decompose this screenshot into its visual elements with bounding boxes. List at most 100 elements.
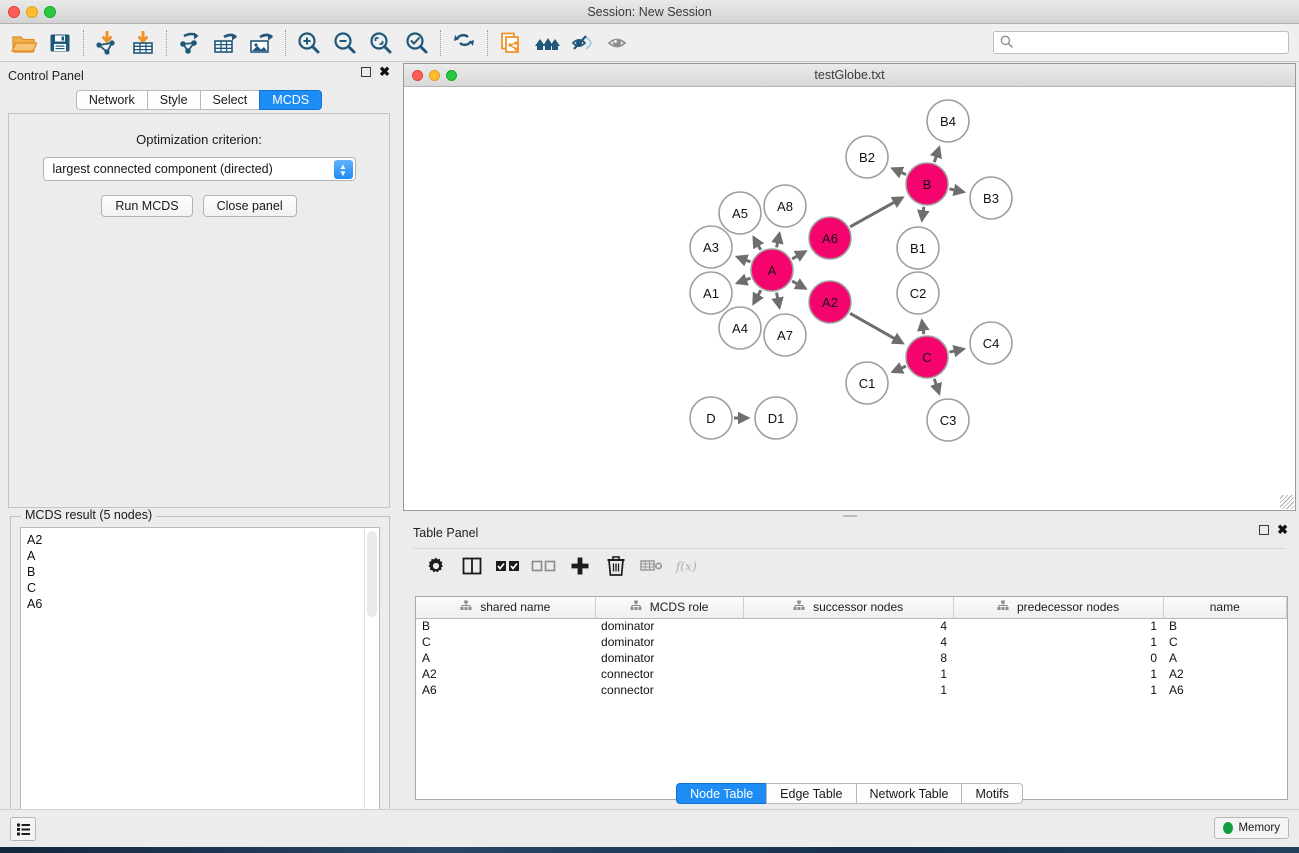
network-minimize-button[interactable] — [429, 70, 440, 81]
gear-icon[interactable] — [423, 553, 449, 579]
zoom-window-button[interactable] — [44, 6, 56, 18]
table-cell-name[interactable]: C — [1169, 635, 1178, 649]
optimization-criterion-select[interactable]: largest connected component (directed) ▲… — [42, 157, 356, 181]
table-cell-shared-name[interactable]: A — [422, 651, 431, 665]
graph-node-B4[interactable]: B4 — [926, 99, 970, 143]
graph-edge[interactable] — [734, 273, 752, 286]
select-all-columns-icon[interactable] — [495, 553, 521, 579]
graph-edge[interactable] — [734, 254, 752, 267]
run-mcds-button[interactable]: Run MCDS — [101, 195, 193, 217]
node-circle[interactable] — [808, 280, 852, 324]
add-column-icon[interactable] — [567, 553, 593, 579]
export-table-icon[interactable] — [208, 26, 244, 60]
graph-edge[interactable] — [917, 318, 930, 335]
minimize-window-button[interactable] — [26, 6, 38, 18]
new-network-icon[interactable] — [493, 26, 529, 60]
search-box[interactable] — [993, 31, 1289, 54]
table-cell-mcds-role[interactable]: connector — [601, 683, 654, 697]
float-icon[interactable] — [1259, 525, 1270, 535]
table-cell-successor-nodes[interactable]: 8 — [940, 651, 948, 665]
tab-mcds[interactable]: MCDS — [259, 90, 323, 110]
table-cell-name[interactable]: A2 — [1169, 667, 1184, 681]
resize-grip[interactable] — [1280, 495, 1294, 509]
network-graph[interactable]: B4 B2 B B3 A5 A8 A6 B1 A3 A C2 A1 A2 A4 A7 C4 C C1 C3 D D1 — [404, 87, 1295, 510]
graph-node-C4[interactable]: C4 — [969, 321, 1013, 365]
graph-edge[interactable] — [929, 145, 942, 163]
node-circle[interactable] — [718, 191, 762, 235]
node-circle[interactable] — [845, 135, 889, 179]
import-table-icon[interactable] — [125, 26, 161, 60]
table-cell-successor-nodes[interactable]: 1 — [940, 683, 948, 697]
node-circle[interactable] — [969, 321, 1013, 365]
graph-node-C1[interactable]: C1 — [845, 361, 889, 405]
node-circle[interactable] — [905, 335, 949, 379]
node-circle[interactable] — [763, 184, 807, 228]
table-row[interactable]: A6 connector 1 1 A6 — [416, 682, 1287, 698]
save-icon[interactable] — [42, 26, 78, 60]
graph-edge[interactable] — [949, 344, 967, 358]
table-cell-mcds-role[interactable]: connector — [601, 667, 654, 681]
graph-node-A7[interactable]: A7 — [763, 313, 807, 357]
table-import-icon[interactable] — [639, 553, 665, 579]
graph-node-A8[interactable]: A8 — [763, 184, 807, 228]
node-circle[interactable] — [896, 271, 940, 315]
node-circle[interactable] — [808, 216, 852, 260]
home-icon[interactable] — [529, 26, 565, 60]
graph-edge[interactable] — [752, 235, 765, 251]
graph-edge[interactable] — [917, 206, 930, 223]
split-columns-icon[interactable] — [459, 553, 485, 579]
graph-node-A4[interactable]: A4 — [718, 306, 762, 350]
graph-edge[interactable] — [849, 196, 905, 229]
node-circle[interactable] — [845, 361, 889, 405]
table-cell-shared-name[interactable]: A6 — [422, 683, 437, 697]
column-header-shared-name[interactable]: shared name — [416, 597, 596, 619]
float-icon[interactable] — [361, 67, 372, 77]
node-circle[interactable] — [926, 99, 970, 143]
node-circle[interactable] — [689, 225, 733, 269]
graph-node-B2[interactable]: B2 — [845, 135, 889, 179]
table-cell-successor-nodes[interactable]: 4 — [940, 635, 948, 649]
column-header-successor-nodes[interactable]: successor nodes — [743, 597, 954, 619]
mcds-result-list[interactable]: A2 A B C A6 — [20, 527, 380, 852]
node-circle[interactable] — [689, 271, 733, 315]
graph-node-A6[interactable]: A6 — [808, 216, 852, 260]
node-circle[interactable] — [896, 226, 940, 270]
zoom-out-icon[interactable] — [327, 26, 363, 60]
search-input[interactable] — [1017, 34, 1282, 51]
node-circle[interactable] — [926, 398, 970, 442]
tab-node-table[interactable]: Node Table — [676, 783, 767, 804]
table-cell-predecessor-nodes[interactable]: 1 — [1150, 635, 1157, 649]
graph-node-A1[interactable]: A1 — [689, 271, 733, 315]
table-cell-mcds-role[interactable]: dominator — [601, 635, 655, 649]
table-cell-predecessor-nodes[interactable]: 1 — [1150, 683, 1157, 697]
show-all-icon[interactable] — [601, 26, 637, 60]
graph-node-C2[interactable]: C2 — [896, 271, 940, 315]
graph-edge[interactable] — [949, 183, 967, 197]
graph-edge[interactable] — [890, 362, 907, 374]
tab-motifs[interactable]: Motifs — [961, 783, 1023, 804]
refresh-icon[interactable] — [446, 26, 482, 60]
graph-edge[interactable] — [771, 292, 784, 311]
table-cell-mcds-role[interactable]: dominator — [601, 619, 655, 634]
graph-edge[interactable] — [849, 312, 905, 345]
tab-edge-table[interactable]: Edge Table — [766, 783, 856, 804]
graph-node-A[interactable]: A — [750, 248, 794, 292]
graph-node-D[interactable]: D — [689, 396, 733, 440]
list-item[interactable]: A6 — [27, 597, 43, 611]
import-network-icon[interactable] — [89, 26, 125, 60]
table-cell-shared-name[interactable]: B — [422, 619, 431, 634]
table-cell-predecessor-nodes[interactable]: 1 — [1150, 619, 1157, 634]
scrollbar-thumb[interactable] — [367, 531, 377, 617]
close-panel-button[interactable]: Close panel — [202, 195, 297, 217]
graph-node-A2[interactable]: A2 — [808, 280, 852, 324]
graph-edge[interactable] — [791, 278, 808, 290]
graph-edge[interactable] — [929, 378, 942, 396]
table-cell-predecessor-nodes[interactable]: 1 — [1150, 667, 1157, 681]
graph-node-A3[interactable]: A3 — [689, 225, 733, 269]
close-icon[interactable]: ✖ — [379, 64, 390, 79]
table-cell-name[interactable]: A6 — [1169, 683, 1184, 697]
network-close-button[interactable] — [412, 70, 423, 81]
export-image-icon[interactable] — [244, 26, 280, 60]
deselect-all-columns-icon[interactable] — [531, 553, 557, 579]
